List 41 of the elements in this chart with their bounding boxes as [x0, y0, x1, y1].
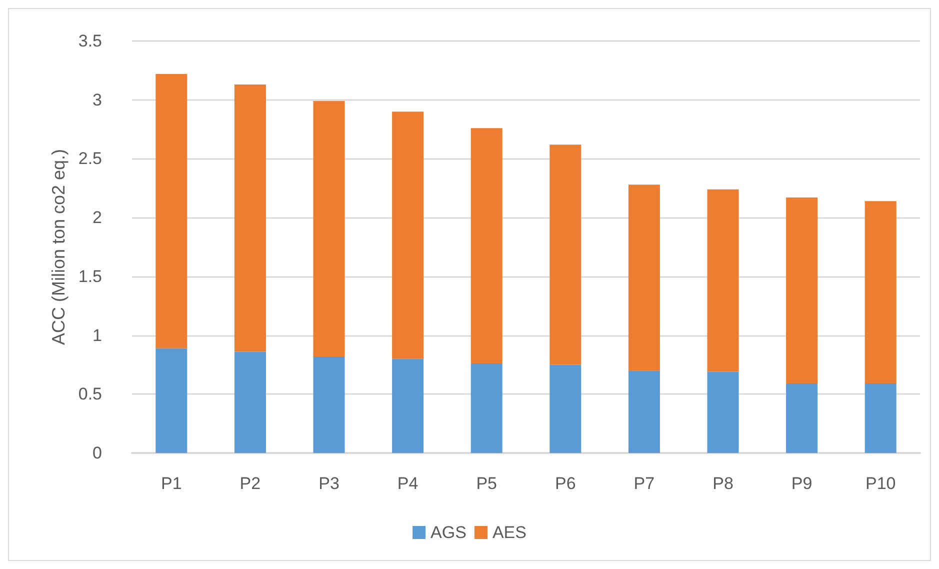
y-tick-label: 2: [92, 208, 102, 228]
x-tick-label: P3: [318, 474, 340, 493]
y-tick-label: 1.5: [78, 266, 102, 286]
x-tick-label: P10: [865, 474, 896, 493]
x-tick-label: P5: [476, 474, 497, 493]
legend-label: AES: [492, 523, 526, 542]
y-axis-title: ACC (Milion ton co2 eq.): [48, 148, 68, 346]
bar: [313, 356, 345, 453]
bar: [786, 198, 818, 384]
x-tick-label: P8: [712, 474, 734, 493]
bar: [550, 364, 582, 453]
y-tick-label: 0.5: [78, 384, 102, 404]
bar: [156, 74, 188, 348]
y-tick-label: 1: [92, 326, 102, 345]
bar: [470, 128, 502, 364]
x-tick-label: P1: [161, 474, 182, 493]
bar: [707, 372, 739, 453]
bar: [392, 358, 424, 453]
bar: [628, 184, 660, 371]
bar: [864, 201, 896, 384]
bar: [313, 101, 345, 356]
bar: [470, 364, 502, 453]
x-tick-label: P9: [791, 474, 812, 493]
y-tick-label: 3: [92, 90, 102, 110]
bar: [786, 384, 818, 453]
bar: [628, 370, 660, 453]
x-tick-label: P7: [634, 474, 655, 493]
bar: [392, 112, 424, 359]
legend-label: AGS: [430, 523, 466, 542]
bar: [156, 348, 188, 453]
x-tick-label: P4: [397, 474, 418, 493]
bar: [234, 352, 266, 453]
bar: [864, 384, 896, 453]
bar: [550, 144, 582, 365]
y-tick-label: 2.5: [78, 149, 102, 168]
bar: [707, 189, 739, 372]
x-tick-label: P6: [555, 474, 576, 493]
x-tick-label: P2: [240, 474, 261, 493]
bar: [234, 84, 266, 352]
y-tick-label: 3.5: [78, 32, 102, 50]
y-tick-label: 0: [92, 444, 102, 462]
